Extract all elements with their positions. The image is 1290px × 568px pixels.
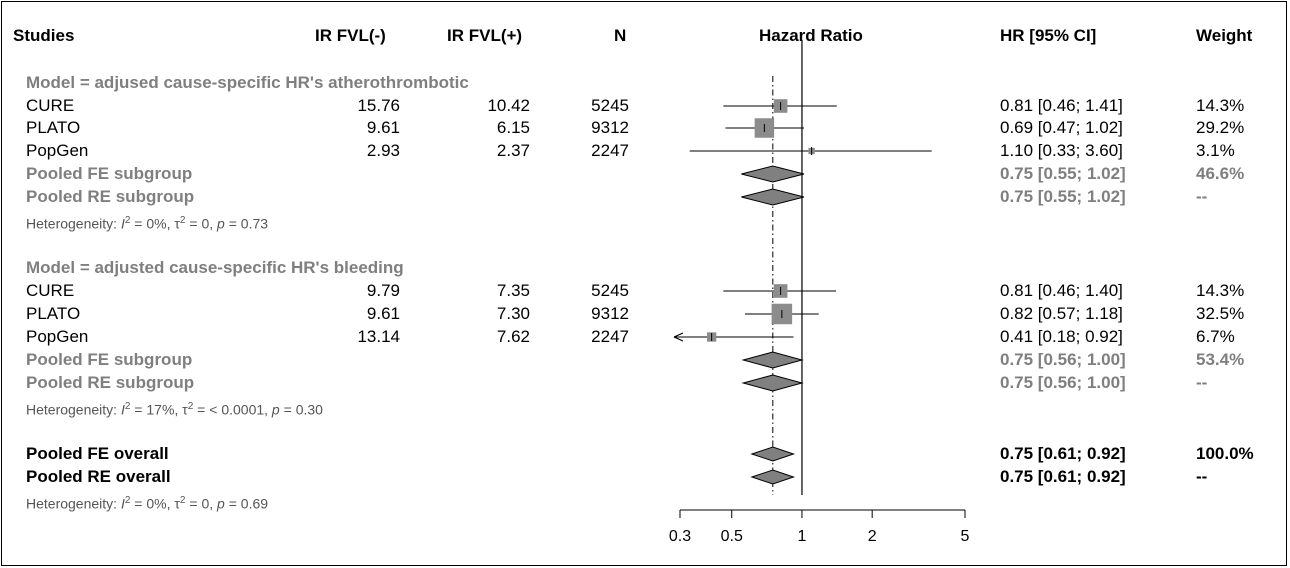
heterogeneity-text: Heterogeneity: I2 = 0%, τ2 = 0, p = 0.73 xyxy=(26,215,269,232)
study-ir-plus: 6.15 xyxy=(496,118,530,137)
study-weight: 3.1% xyxy=(1196,141,1235,160)
x-tick-label: 0.5 xyxy=(721,528,743,545)
study-weight: 29.2% xyxy=(1196,118,1245,137)
study-n: 2247 xyxy=(591,327,629,346)
ci-arrow xyxy=(673,332,684,342)
pooled-re-label: Pooled RE subgroup xyxy=(26,187,195,206)
subgroup-title: Model = adjused cause-specific HR's athe… xyxy=(26,73,469,92)
study-ir-plus: 7.62 xyxy=(496,327,530,346)
pooled-diamond xyxy=(750,469,796,485)
pooled-re-hr-ci: 0.75 [0.55; 1.02] xyxy=(1000,187,1126,206)
study-n: 9312 xyxy=(591,118,629,137)
study-name: CURE xyxy=(26,96,75,115)
header-hazard-ratio: Hazard Ratio xyxy=(759,26,863,45)
pooled-diamond xyxy=(741,188,805,206)
pooled-re-weight: -- xyxy=(1196,373,1208,392)
pooled-fe-label: Pooled FE subgroup xyxy=(26,350,193,369)
study-ir-minus: 9.79 xyxy=(366,281,400,300)
overall-re-weight: -- xyxy=(1196,467,1208,486)
study-name: CURE xyxy=(26,281,75,300)
pooled-fe-hr-ci: 0.75 [0.55; 1.02] xyxy=(1000,164,1126,183)
header-ir-plus: IR FVL(+) xyxy=(447,26,523,45)
study-name: PopGen xyxy=(26,327,89,346)
heterogeneity-text: Heterogeneity: I2 = 17%, τ2 = < 0.0001, … xyxy=(26,401,323,418)
header-weight: Weight xyxy=(1196,26,1253,45)
overall-fe-label: Pooled FE overall xyxy=(26,444,169,463)
x-tick-label: 2 xyxy=(868,528,877,545)
pooled-diamond xyxy=(741,374,804,392)
study-ir-minus: 9.61 xyxy=(366,304,400,323)
x-tick-label: 5 xyxy=(961,528,970,545)
study-name: PLATO xyxy=(26,118,81,137)
study-ir-minus: 13.14 xyxy=(357,327,400,346)
pooled-re-weight: -- xyxy=(1196,187,1208,206)
study-weight: 14.3% xyxy=(1196,281,1245,300)
header-studies: Studies xyxy=(13,26,75,45)
study-ir-minus: 9.61 xyxy=(366,118,400,137)
study-n: 2247 xyxy=(591,141,629,160)
header-ir-minus: IR FVL(-) xyxy=(315,26,386,45)
study-name: PLATO xyxy=(26,304,81,323)
overall-fe-weight: 100.0% xyxy=(1196,444,1254,463)
study-ir-plus: 10.42 xyxy=(487,96,530,115)
pooled-diamond xyxy=(741,351,804,369)
study-n: 5245 xyxy=(591,96,629,115)
overall-fe-hr-ci: 0.75 [0.61; 0.92] xyxy=(1000,444,1126,463)
study-name: PopGen xyxy=(26,141,89,160)
study-hr-ci: 0.81 [0.46; 1.40] xyxy=(1000,281,1123,300)
study-weight: 32.5% xyxy=(1196,304,1245,323)
study-n: 9312 xyxy=(591,304,629,323)
x-tick-label: 0.3 xyxy=(669,528,691,545)
study-weight: 14.3% xyxy=(1196,96,1245,115)
study-weight: 6.7% xyxy=(1196,327,1235,346)
x-tick-label: 1 xyxy=(798,528,807,545)
pooled-fe-hr-ci: 0.75 [0.56; 1.00] xyxy=(1000,350,1126,369)
pooled-fe-weight: 53.4% xyxy=(1196,350,1245,369)
pooled-re-hr-ci: 0.75 [0.56; 1.00] xyxy=(1000,373,1126,392)
study-ir-plus: 2.37 xyxy=(496,141,530,160)
pooled-fe-label: Pooled FE subgroup xyxy=(26,164,193,183)
header-hr-ci: HR [95% CI] xyxy=(1000,26,1097,45)
overall-re-hr-ci: 0.75 [0.61; 0.92] xyxy=(1000,467,1126,486)
pooled-fe-weight: 46.6% xyxy=(1196,164,1245,183)
heterogeneity-text: Heterogeneity: I2 = 0%, τ2 = 0, p = 0.69 xyxy=(26,495,269,512)
study-ir-plus: 7.30 xyxy=(496,304,530,323)
study-hr-ci: 0.82 [0.57; 1.18] xyxy=(1000,304,1123,323)
pooled-diamond xyxy=(750,446,796,462)
pooled-diamond xyxy=(741,165,805,183)
study-hr-ci: 0.81 [0.46; 1.41] xyxy=(1000,96,1123,115)
study-n: 5245 xyxy=(591,281,629,300)
study-hr-ci: 1.10 [0.33; 3.60] xyxy=(1000,141,1123,160)
study-hr-ci: 0.41 [0.18; 0.92] xyxy=(1000,327,1123,346)
study-ir-minus: 2.93 xyxy=(366,141,400,160)
header-n: N xyxy=(614,26,627,45)
study-hr-ci: 0.69 [0.47; 1.02] xyxy=(1000,118,1123,137)
pooled-re-label: Pooled RE subgroup xyxy=(26,373,195,392)
study-ir-minus: 15.76 xyxy=(357,96,400,115)
subgroup-title: Model = adjusted cause-specific HR's ble… xyxy=(26,258,404,277)
overall-re-label: Pooled RE overall xyxy=(26,467,171,486)
study-ir-plus: 7.35 xyxy=(496,281,530,300)
